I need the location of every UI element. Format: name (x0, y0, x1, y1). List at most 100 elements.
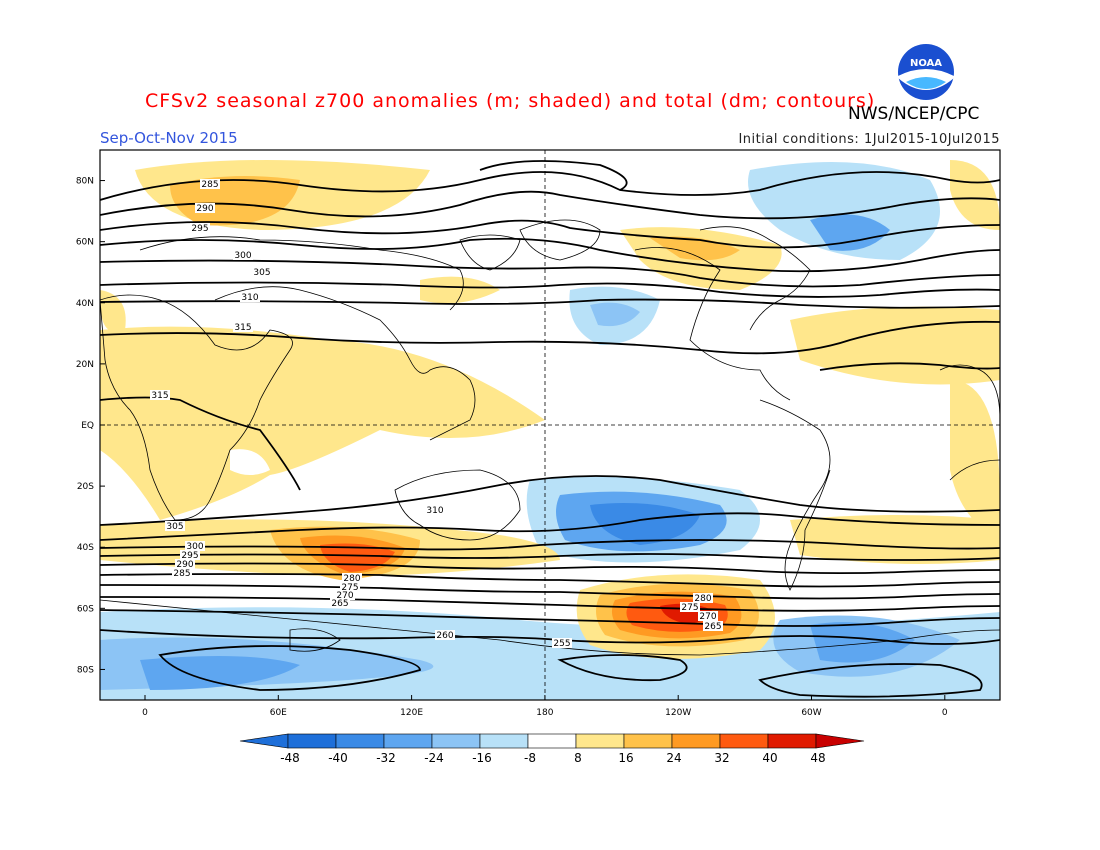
contour-label-bg (165, 521, 185, 531)
colorbar-swatch (623, 733, 673, 749)
contour-label: 270 (336, 591, 353, 601)
contour-label: 260 (436, 631, 453, 641)
contour-label-bg (172, 568, 192, 578)
contour-label: 290 (176, 560, 193, 570)
map-title: CFSv2 seasonal z700 anomalies (m; shaded… (145, 90, 876, 112)
contour-label-bg (435, 630, 455, 640)
lon-tick-label: 60W (801, 708, 821, 718)
contour-label: 305 (253, 268, 270, 278)
colorbar-high-arrow (815, 733, 865, 749)
contour-label: 270 (699, 612, 716, 622)
lat-tick-label: EQ (81, 421, 94, 431)
lon-tick-label: 120W (665, 708, 691, 718)
agency-label: NWS/NCEP/CPC (848, 104, 980, 124)
lat-tick-label: 80S (77, 665, 94, 675)
colorbar-swatch (287, 733, 337, 749)
contour-label-bg (180, 550, 200, 560)
colorbar-swatch (335, 733, 385, 749)
lat-tick-label: 60S (77, 604, 94, 614)
contour-label-bg (233, 250, 253, 260)
lon-tick-label: 0 (142, 708, 148, 718)
contour-label: 285 (201, 180, 218, 190)
colorbar-swatch (479, 733, 529, 749)
colorbar-swatch (719, 733, 769, 749)
reference-lines (100, 150, 1000, 700)
contour-label: 285 (173, 569, 190, 579)
lat-tick-label: 80N (76, 177, 94, 187)
contour-label-bg (175, 559, 195, 569)
contour-label-bg (233, 322, 253, 332)
colorbar-swatch (575, 733, 625, 749)
contour-label: 295 (181, 551, 198, 561)
contour-label-bg (342, 573, 362, 583)
noaa-logo: NOAA (896, 42, 956, 102)
colorbar-low-arrow (239, 733, 289, 749)
contour-label-bg (340, 582, 360, 592)
contour-label: 315 (151, 391, 168, 401)
colorbar-swatch (527, 733, 577, 749)
contour-label-bg (240, 292, 260, 302)
colorbar-label: 48 (810, 751, 825, 765)
latitude-axis: 80N 60N 40N 20N EQ 20S 40S 60S 80S (76, 177, 105, 675)
contour-label-bg (703, 621, 723, 631)
colorbar-label: -16 (472, 751, 492, 765)
contour-label-bg (425, 505, 445, 515)
contour-label: 280 (343, 574, 360, 584)
contour-label-bg (552, 638, 572, 648)
contour-label-bg (693, 593, 713, 603)
contour-label: 300 (186, 542, 203, 552)
contour-label: 275 (681, 603, 698, 613)
contour-label: 295 (191, 224, 208, 234)
colorbar-swatch (671, 733, 721, 749)
contour-label-bg (150, 390, 170, 400)
contour-label: 280 (694, 594, 711, 604)
contour-label-bg (185, 541, 205, 551)
logo-text: NOAA (910, 58, 942, 69)
contour-label: 275 (341, 583, 358, 593)
colorbar-label: -32 (376, 751, 396, 765)
lat-tick-label: 40N (76, 299, 94, 309)
contour-label: 315 (234, 323, 251, 333)
lon-tick-label: 180 (536, 708, 553, 718)
initial-conditions-label: Initial conditions: 1Jul2015-10Jul2015 (738, 132, 1000, 147)
colorbar-label: -40 (328, 751, 348, 765)
contour-label: 265 (331, 599, 348, 609)
colorbar-label: -24 (424, 751, 444, 765)
season-label: Sep-Oct-Nov 2015 (100, 129, 238, 147)
contour-label-bg (252, 267, 272, 277)
contour-label: 305 (166, 522, 183, 532)
colorbar-label: 24 (666, 751, 681, 765)
contour-label: 265 (704, 622, 721, 632)
lon-tick-label: 120E (400, 708, 423, 718)
lon-tick-label: 60E (270, 708, 287, 718)
colorbar-label: -48 (280, 751, 300, 765)
contour-label-bg (698, 611, 718, 621)
lat-tick-label: 40S (77, 543, 94, 553)
lat-tick-label: 60N (76, 238, 94, 248)
colorbar-label: -8 (524, 751, 536, 765)
colorbar-swatch (431, 733, 481, 749)
longitude-axis: 0 60E 120E 180 120W 60W 0 (142, 695, 948, 718)
colorbar-swatch (383, 733, 433, 749)
lat-tick-label: 20N (76, 360, 94, 370)
contour-label-bg (680, 602, 700, 612)
contour-label-bg (195, 203, 215, 213)
colorbar: -48 -40 -32 -24 -16 -8 8 16 24 32 40 48 (239, 733, 865, 765)
contour-label-bg (335, 590, 355, 600)
contour-label-bg (330, 598, 350, 608)
contour-label: 255 (553, 639, 570, 649)
contour-label: 310 (241, 293, 258, 303)
contour-label: 300 (234, 251, 251, 261)
contour-label: 310 (426, 506, 443, 516)
contour-label-bg (200, 179, 220, 189)
colorbar-label: 40 (762, 751, 777, 765)
colorbar-swatch (767, 733, 817, 749)
lon-tick-label: 0 (942, 708, 948, 718)
contour-label-bg (190, 223, 210, 233)
colorbar-label: 8 (574, 751, 582, 765)
colorbar-label: 16 (618, 751, 633, 765)
lat-tick-label: 20S (77, 482, 94, 492)
